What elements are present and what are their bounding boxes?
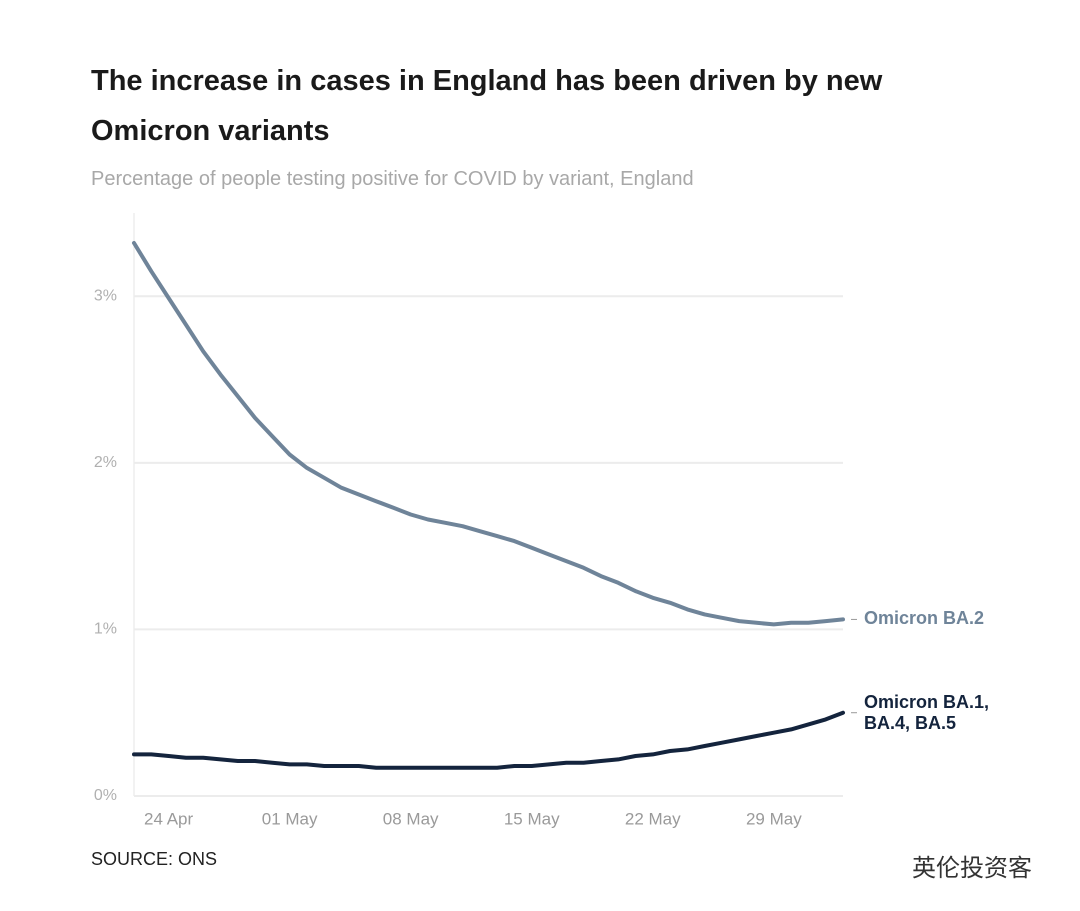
series-label: Omicron BA.2	[864, 608, 985, 629]
y-tick-label: 1%	[94, 621, 117, 638]
x-tick-label: 01 May	[262, 809, 318, 828]
x-tick-label: 22 May	[625, 809, 681, 828]
watermark: 英伦投资客	[912, 855, 1032, 882]
chart-subtitle: Percentage of people testing positive fo…	[91, 168, 694, 190]
y-tick-label: 0%	[94, 787, 117, 804]
x-tick-label: 29 May	[746, 809, 802, 828]
series-line	[132, 710, 845, 770]
series-line	[132, 241, 845, 627]
y-tick-label: 3%	[94, 288, 117, 305]
x-tick-label: 08 May	[383, 809, 439, 828]
x-tick-label: 15 May	[504, 809, 560, 828]
y-tick-label: 2%	[94, 454, 117, 471]
x-tick-label: 24 Apr	[144, 809, 193, 828]
series-label: Omicron BA.1, BA.4, BA.5	[864, 691, 990, 733]
chart-title: The increase in cases in England has bee…	[91, 65, 883, 147]
source: SOURCE: ONS	[91, 849, 218, 869]
